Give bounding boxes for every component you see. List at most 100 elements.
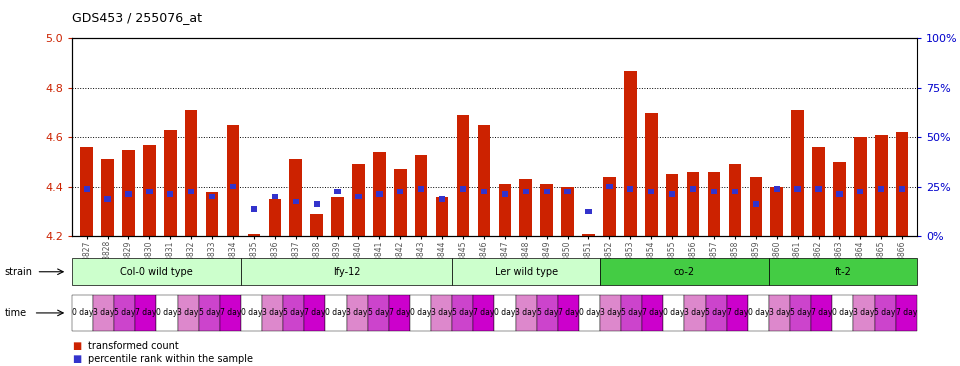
Bar (290, 160, 302, 236)
Bar (126, 191, 132, 197)
Bar (750, 177, 762, 236)
Bar (896, 132, 908, 236)
Text: 5 day: 5 day (875, 309, 896, 317)
Bar (415, 154, 427, 236)
Text: transformed count: transformed count (88, 341, 180, 351)
Text: 7 day: 7 day (642, 309, 663, 317)
Text: 5 day: 5 day (283, 309, 304, 317)
Bar (331, 197, 344, 236)
Bar (666, 174, 679, 236)
Bar (854, 137, 867, 236)
Text: 7 day: 7 day (389, 309, 410, 317)
Bar (478, 125, 491, 236)
Bar (355, 194, 362, 199)
Text: 7 day: 7 day (811, 309, 832, 317)
Text: 0 day: 0 day (494, 309, 516, 317)
Bar (582, 234, 595, 236)
Bar (791, 110, 804, 236)
Bar (708, 172, 720, 236)
Bar (586, 209, 591, 214)
Text: 3 day: 3 day (516, 309, 537, 317)
Bar (522, 189, 529, 194)
Text: percentile rank within the sample: percentile rank within the sample (88, 354, 253, 365)
Text: Ler wild type: Ler wild type (494, 267, 558, 277)
Text: 0 day: 0 day (579, 309, 600, 317)
Bar (185, 110, 198, 236)
Text: 5 day: 5 day (790, 309, 811, 317)
Bar (84, 186, 90, 192)
Bar (686, 172, 699, 236)
Bar (310, 214, 323, 236)
Bar (457, 115, 469, 236)
Bar (812, 147, 825, 236)
Bar (729, 164, 741, 236)
Text: ■: ■ (72, 354, 82, 365)
Bar (753, 201, 759, 207)
Bar (397, 189, 403, 194)
Bar (188, 189, 194, 194)
Bar (227, 125, 239, 236)
Bar (101, 160, 114, 236)
Text: 5 day: 5 day (199, 309, 220, 317)
Text: ■: ■ (72, 341, 82, 351)
Text: 7 day: 7 day (727, 309, 748, 317)
Bar (439, 196, 445, 202)
Bar (627, 186, 634, 192)
Bar (669, 191, 675, 197)
Bar (815, 186, 822, 192)
Text: 3 day: 3 day (431, 309, 452, 317)
Text: lfy-12: lfy-12 (333, 267, 360, 277)
Text: 7 day: 7 day (135, 309, 156, 317)
Bar (293, 199, 299, 204)
Bar (143, 145, 156, 236)
Bar (564, 189, 571, 194)
Text: 3 day: 3 day (178, 309, 199, 317)
Bar (167, 191, 174, 197)
Bar (164, 130, 177, 236)
Text: 0 day: 0 day (72, 309, 93, 317)
Text: 3 day: 3 day (853, 309, 875, 317)
Bar (519, 179, 532, 236)
Text: 5 day: 5 day (452, 309, 473, 317)
Bar (251, 206, 257, 212)
Text: 5 day: 5 day (621, 309, 642, 317)
Text: 5 day: 5 day (537, 309, 558, 317)
Bar (878, 186, 884, 192)
Bar (562, 187, 574, 236)
Bar (460, 186, 467, 192)
Bar (543, 189, 550, 194)
Text: 3 day: 3 day (684, 309, 706, 317)
Bar (710, 189, 717, 194)
Text: co-2: co-2 (674, 267, 695, 277)
Bar (209, 194, 215, 199)
Text: 5 day: 5 day (706, 309, 727, 317)
Bar (607, 184, 612, 189)
Bar (771, 187, 783, 236)
Bar (269, 199, 281, 236)
Text: 7 day: 7 day (896, 309, 917, 317)
Bar (498, 184, 511, 236)
Text: GDS453 / 255076_at: GDS453 / 255076_at (72, 11, 202, 24)
Bar (603, 177, 615, 236)
Bar (857, 189, 863, 194)
Bar (481, 189, 487, 194)
Text: 3 day: 3 day (347, 309, 368, 317)
Bar (146, 189, 153, 194)
Bar (229, 184, 236, 189)
Text: 0 day: 0 day (410, 309, 431, 317)
Bar (418, 186, 424, 192)
Text: 5 day: 5 day (114, 309, 135, 317)
Bar (334, 189, 341, 194)
Bar (436, 197, 448, 236)
Text: 0 day: 0 day (832, 309, 853, 317)
Text: 0 day: 0 day (156, 309, 178, 317)
Bar (690, 186, 696, 192)
Text: 3 day: 3 day (262, 309, 283, 317)
Bar (795, 186, 801, 192)
Bar (105, 196, 110, 202)
Bar (645, 112, 658, 236)
Bar (376, 191, 382, 197)
Bar (502, 191, 508, 197)
Text: 3 day: 3 day (600, 309, 621, 317)
Text: 0 day: 0 day (663, 309, 684, 317)
